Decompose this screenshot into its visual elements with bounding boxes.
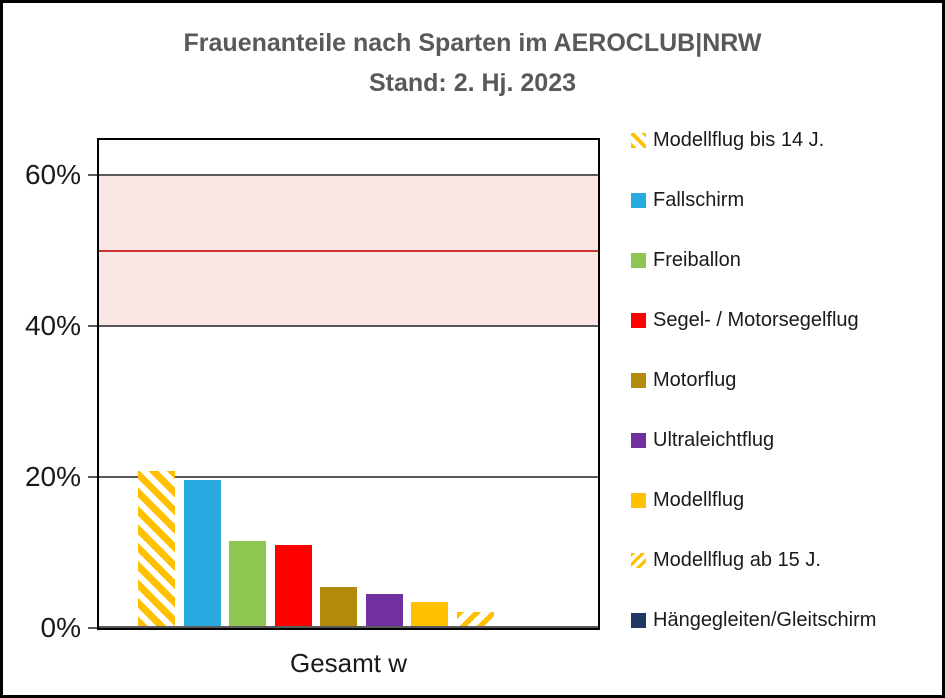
legend-item-4: Segel- / Motorsegelflug [631, 290, 942, 350]
legend-swatch-icon [631, 492, 646, 508]
legend-swatch-icon [631, 192, 646, 208]
bar-7 [411, 602, 448, 626]
bar-3 [229, 541, 266, 626]
gridline-40 [99, 325, 598, 328]
legend-label: Ultraleichtflug [653, 428, 775, 451]
chart-subtitle: Stand: 2. Hj. 2023 [368, 69, 577, 97]
legend-item-7: Modellflug [631, 470, 942, 530]
legend-swatch-icon [631, 252, 646, 268]
legend-swatch-icon [631, 132, 646, 148]
bar-4 [275, 545, 312, 626]
bar-6 [366, 594, 403, 626]
legend-label: Hängegleiten/Gleitschirm [653, 608, 877, 631]
legend-label: Freiballon [653, 248, 741, 271]
y-tick-label-0: 0% [40, 612, 81, 643]
legend-swatch-icon [631, 312, 646, 328]
y-tick-label-20: 20% [24, 461, 81, 493]
x-axis-label: Gesamt w [289, 648, 408, 678]
bar-1 [138, 471, 175, 626]
legend-item-6: Ultraleichtflug [631, 410, 942, 470]
chart-title: Frauenanteile nach Sparten im AEROCLUB|N… [183, 29, 762, 57]
legend-item-1: Modellflug bis 14 J. [631, 110, 942, 170]
bar-2 [184, 480, 221, 626]
legend-item-3: Freiballon [631, 230, 942, 290]
legend-label: Motorflug [653, 368, 737, 391]
y-tick-60 [88, 174, 97, 177]
legend-label: Fallschirm [653, 188, 745, 211]
gridline-60 [99, 174, 598, 177]
legend-item-5: Motorflug [631, 350, 942, 410]
legend-swatch-icon [631, 552, 646, 568]
legend-label: Modellflug bis 14 J. [653, 128, 825, 151]
legend-label: Modellflug [653, 488, 745, 511]
legend-swatch-icon [631, 432, 646, 448]
legend-item-2: Fallschirm [631, 170, 942, 230]
reference-midline [99, 249, 598, 252]
legend-swatch-icon [631, 372, 646, 388]
y-tick-40 [88, 325, 97, 328]
legend-label: Segel- / Motorsegelflug [653, 308, 859, 331]
gridline-20 [99, 476, 598, 479]
legend-item-8: Modellflug ab 15 J. [631, 530, 942, 590]
legend-swatch-icon [631, 612, 646, 628]
y-tick-0 [88, 627, 97, 629]
x-axis-line [99, 626, 598, 628]
y-tick-20 [88, 476, 97, 479]
legend: Modellflug bis 14 J. Fallschirm Freiballon… [631, 110, 942, 650]
legend-label: Modellflug ab 15 J. [653, 548, 821, 571]
y-tick-label-60: 60% [24, 159, 81, 191]
chart-title-block: Frauenanteile nach Sparten im AEROCLUB|N… [3, 23, 942, 103]
y-tick-label-40: 40% [24, 310, 81, 342]
bar-8 [457, 612, 494, 626]
legend-item-9: Hängegleiten/Gleitschirm [631, 590, 942, 650]
bar-5 [320, 587, 357, 626]
plot-area [97, 138, 600, 630]
